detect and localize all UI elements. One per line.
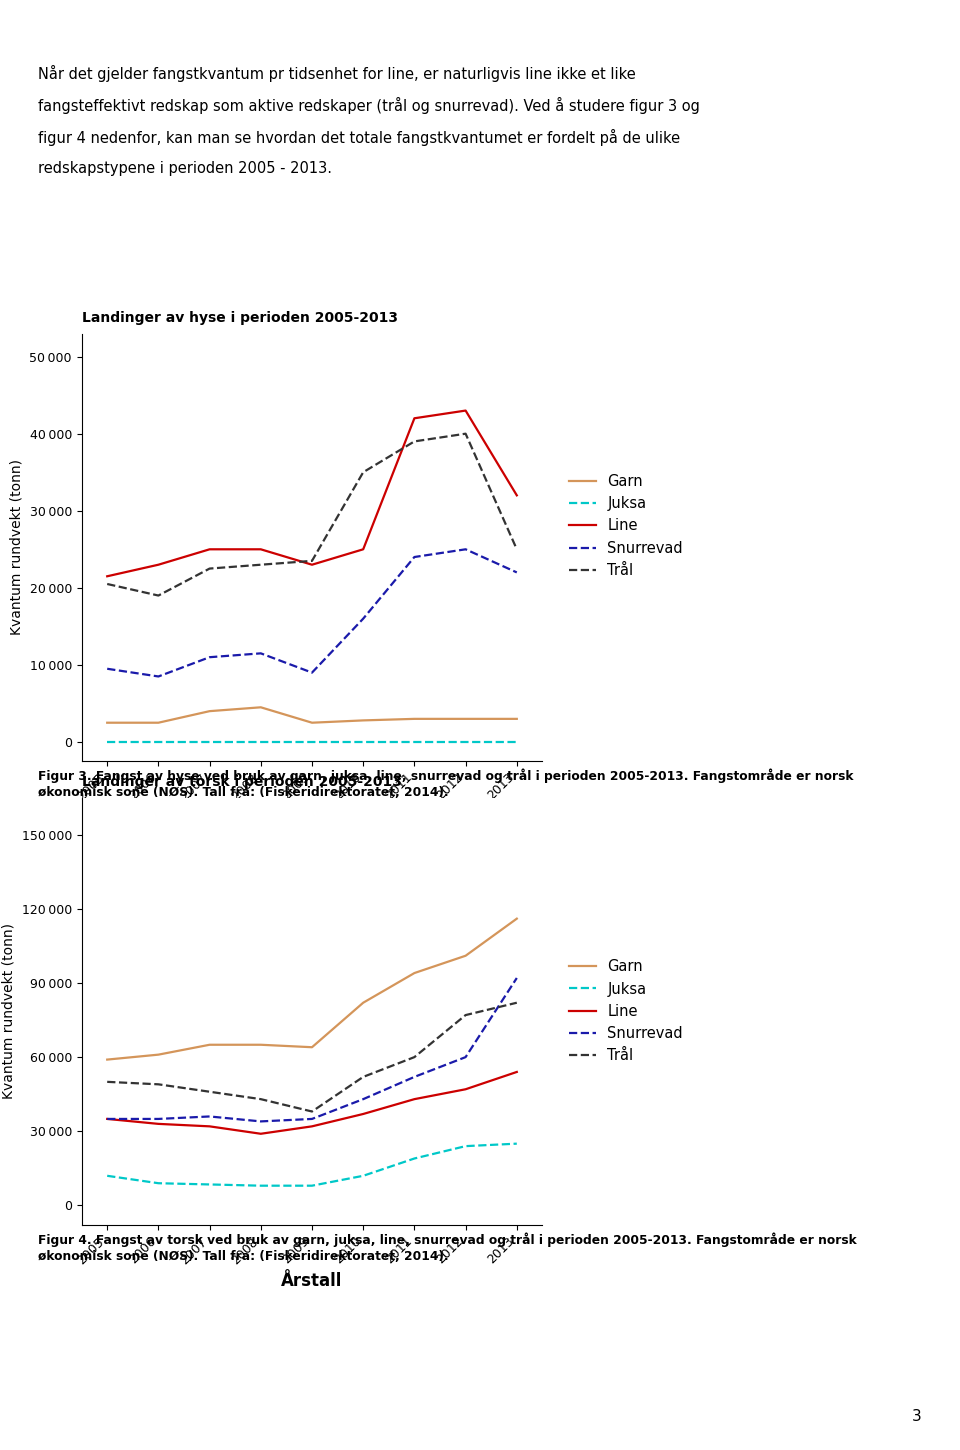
Text: fangsteffektivt redskap som aktive redskaper (trål og snurrevad). Ved å studere : fangsteffektivt redskap som aktive redsk… (38, 97, 700, 115)
Text: økonomisk sone (NØS). Tall fra: (Fiskeridirektoratet, 2014).: økonomisk sone (NØS). Tall fra: (Fiskeri… (38, 1250, 449, 1263)
X-axis label: Årstall: Årstall (281, 1272, 343, 1290)
Text: Landinger av hyse i perioden 2005-2013: Landinger av hyse i perioden 2005-2013 (82, 310, 397, 325)
Text: Figur 3. Fangst av hyse ved bruk av garn, juksa, line, snurrevad og trål i perio: Figur 3. Fangst av hyse ved bruk av garn… (38, 768, 853, 783)
Y-axis label: Kvantum rundvekt (tonn): Kvantum rundvekt (tonn) (2, 924, 16, 1099)
X-axis label: Årstall: Årstall (281, 808, 343, 826)
Text: økonomisk sone (NØS). Tall fra: (Fiskeridirektoratet, 2014).: økonomisk sone (NØS). Tall fra: (Fiskeri… (38, 786, 449, 799)
Text: 3: 3 (912, 1409, 922, 1424)
Text: Figur 4. Fangst av torsk ved bruk av garn, juksa, line, snurrevad og trål i peri: Figur 4. Fangst av torsk ved bruk av gar… (38, 1232, 857, 1247)
Text: Landinger av torsk i perioden 2005-2013: Landinger av torsk i perioden 2005-2013 (82, 774, 401, 789)
Legend: Garn, Juksa, Line, Snurrevad, Trål: Garn, Juksa, Line, Snurrevad, Trål (564, 954, 688, 1069)
Text: Når det gjelder fangstkvantum pr tidsenhet for line, er naturligvis line ikke et: Når det gjelder fangstkvantum pr tidsenh… (38, 65, 636, 83)
Legend: Garn, Juksa, Line, Snurrevad, Trål: Garn, Juksa, Line, Snurrevad, Trål (564, 468, 688, 584)
Text: figur 4 nedenfor, kan man se hvordan det totale fangstkvantumet er fordelt på de: figur 4 nedenfor, kan man se hvordan det… (38, 129, 681, 146)
Y-axis label: Kvantum rundvekt (tonn): Kvantum rundvekt (tonn) (10, 460, 24, 635)
Text: redskapstypene i perioden 2005 - 2013.: redskapstypene i perioden 2005 - 2013. (38, 161, 332, 175)
